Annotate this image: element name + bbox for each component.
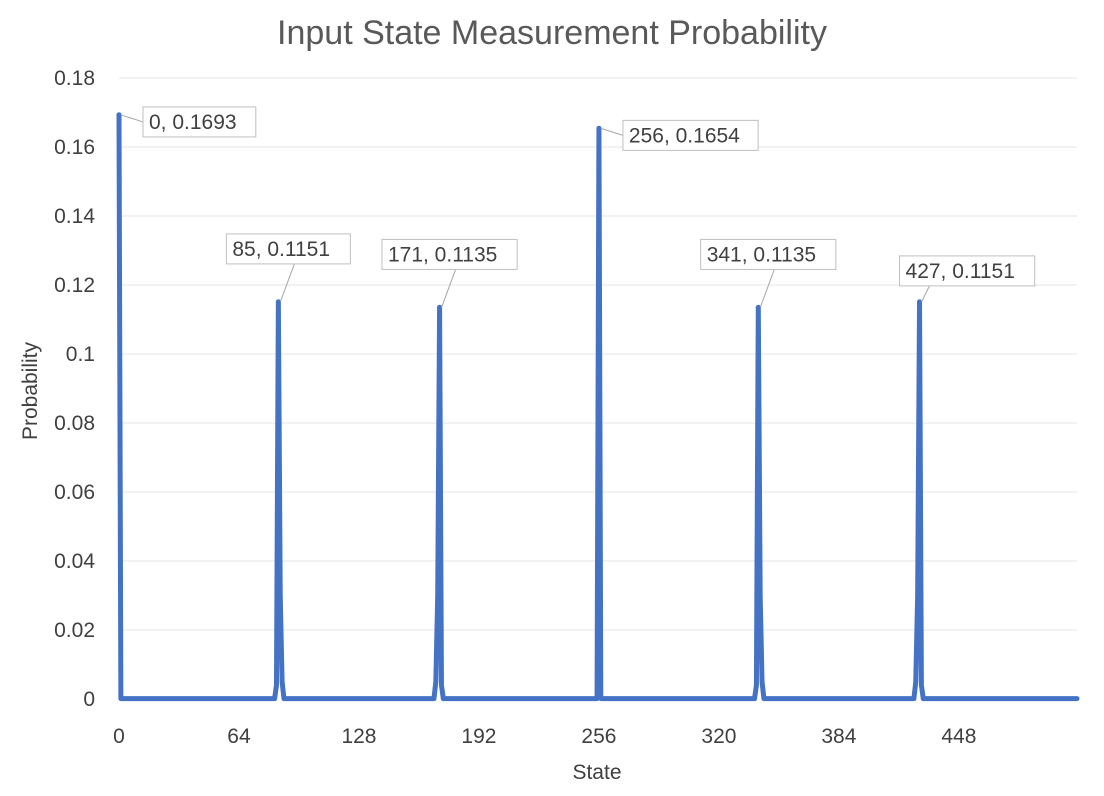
x-axis-label: State bbox=[572, 761, 621, 784]
data-label-leader bbox=[759, 269, 775, 308]
data-label: 85, 0.1151 bbox=[225, 233, 351, 303]
x-axis-ticks: 0 64 128 192 256 320 384 448 bbox=[113, 725, 976, 748]
x-tick-label: 128 bbox=[341, 725, 376, 748]
data-label-text: 171, 0.1135 bbox=[388, 243, 497, 266]
data-label-box bbox=[225, 233, 351, 265]
data-label-text: 427, 0.1151 bbox=[906, 260, 1015, 283]
x-tick-label: 384 bbox=[821, 725, 856, 748]
data-label: 256, 0.1654 bbox=[600, 119, 759, 151]
data-labels: 0, 0.1693 85, 0.1151 171, 0.1135 256, 0.165… bbox=[120, 106, 1036, 308]
x-tick-label: 256 bbox=[581, 725, 616, 748]
data-label: 341, 0.1135 bbox=[700, 238, 837, 308]
y-tick-label: 0.02 bbox=[54, 619, 95, 642]
data-label-text: 341, 0.1135 bbox=[707, 243, 816, 266]
series-probability bbox=[116, 112, 1080, 702]
series-line bbox=[116, 112, 1080, 702]
data-label-leader bbox=[120, 114, 144, 123]
data-label-leader bbox=[441, 269, 457, 308]
y-tick-label: 0.04 bbox=[54, 550, 95, 573]
chart-title: Input State Measurement Probability bbox=[277, 14, 827, 52]
x-tick-label: 64 bbox=[227, 725, 251, 748]
data-label-leader bbox=[279, 263, 295, 303]
x-tick-label: 0 bbox=[113, 725, 125, 748]
data-label-text: 0, 0.1693 bbox=[149, 111, 237, 134]
data-label-text: 85, 0.1151 bbox=[232, 238, 330, 261]
data-label-box bbox=[622, 119, 759, 151]
y-tick-label: 0.18 bbox=[54, 67, 95, 90]
y-axis-label: Probability bbox=[19, 341, 42, 440]
y-tick-label: 0.1 bbox=[66, 343, 95, 366]
peak-point bbox=[437, 304, 443, 310]
y-tick-label: 0.08 bbox=[54, 412, 95, 435]
data-label-box bbox=[700, 238, 837, 270]
data-label-text: 256, 0.1654 bbox=[629, 124, 740, 147]
peak-point bbox=[275, 299, 281, 305]
y-tick-label: 0.14 bbox=[54, 205, 95, 228]
y-tick-label: 0.12 bbox=[54, 274, 95, 297]
y-axis-ticks: 0 0.02 0.04 0.06 0.08 0.1 0.12 0.14 0.16 0.18 bbox=[54, 67, 95, 711]
data-label: 0, 0.1693 bbox=[120, 106, 257, 138]
peak-point bbox=[116, 112, 122, 118]
data-label: 427, 0.1151 bbox=[899, 255, 1036, 303]
data-label-leader bbox=[921, 285, 930, 303]
peak-point bbox=[596, 125, 602, 131]
x-tick-label: 320 bbox=[701, 725, 736, 748]
x-tick-label: 448 bbox=[941, 725, 976, 748]
data-label-box bbox=[899, 255, 1036, 287]
data-label-box bbox=[381, 238, 518, 270]
x-tick-label: 192 bbox=[461, 725, 496, 748]
peak-point bbox=[917, 299, 923, 305]
y-tick-label: 0.06 bbox=[54, 481, 95, 504]
data-label-box bbox=[142, 106, 257, 138]
y-tick-label: 0.16 bbox=[54, 136, 95, 159]
peak-point bbox=[755, 304, 761, 310]
data-label: 171, 0.1135 bbox=[381, 238, 518, 308]
y-tick-label: 0 bbox=[83, 688, 95, 711]
data-label-leader bbox=[600, 127, 624, 136]
